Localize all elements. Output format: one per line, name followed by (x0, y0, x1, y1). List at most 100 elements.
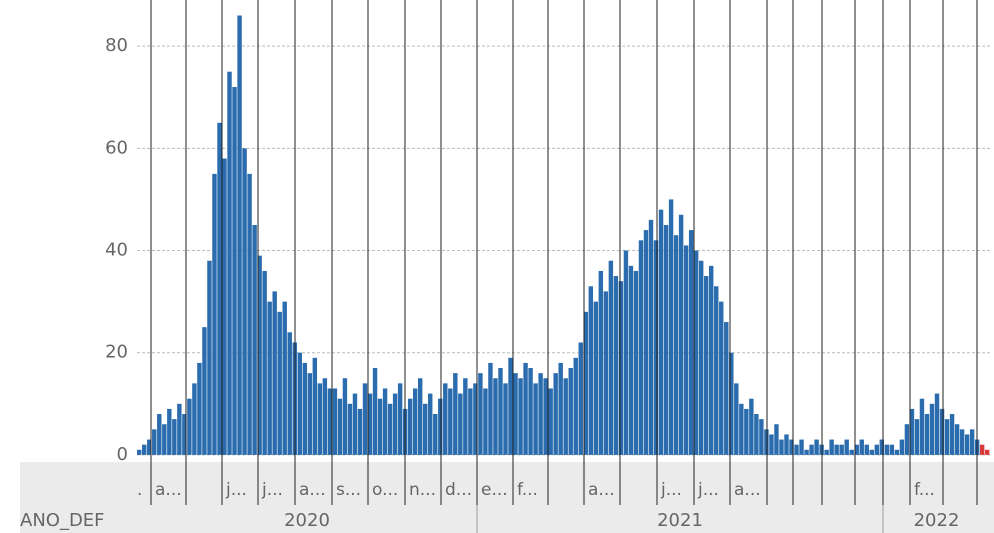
month-label: f... (517, 480, 538, 500)
bar (157, 414, 162, 455)
bar (252, 224, 257, 455)
bar (949, 414, 955, 455)
month-label: a... (588, 480, 615, 500)
axis-band (20, 462, 994, 533)
bar (443, 383, 448, 455)
bar (734, 383, 739, 455)
bar (934, 393, 940, 455)
bar (458, 393, 463, 455)
y-tick-label: 40 (105, 240, 128, 261)
bar (407, 398, 413, 455)
bar (638, 240, 644, 455)
bar (839, 444, 844, 455)
bar (498, 368, 503, 455)
bar (187, 398, 192, 455)
bar (247, 173, 252, 455)
bar (774, 424, 779, 455)
bar (794, 444, 799, 455)
bar (924, 414, 930, 455)
bar (874, 444, 880, 455)
bar (237, 15, 242, 455)
bar (387, 403, 393, 455)
bar (729, 352, 734, 455)
axis-title: ANO_DEF (20, 510, 105, 531)
bar (162, 424, 167, 455)
bar (583, 311, 588, 455)
bar (779, 439, 784, 455)
bar (342, 378, 348, 455)
bar (357, 408, 363, 455)
bar (528, 368, 533, 455)
bar (944, 419, 950, 455)
bar (789, 439, 794, 455)
bar (272, 291, 277, 455)
bar (914, 419, 920, 455)
bar (478, 373, 483, 455)
month-label: j... (261, 480, 283, 500)
bar (693, 250, 699, 455)
bar (703, 276, 709, 455)
bar (227, 71, 232, 455)
bar (483, 388, 488, 455)
bar (417, 378, 423, 455)
bar (412, 388, 418, 455)
bar (964, 434, 970, 455)
bar (643, 230, 649, 455)
bar (337, 398, 343, 455)
bar (608, 260, 614, 455)
bar (428, 393, 433, 455)
bar (698, 260, 704, 455)
bar (709, 265, 714, 455)
bar (724, 322, 729, 455)
bar (392, 393, 398, 455)
bar (899, 439, 905, 455)
bar (242, 148, 247, 455)
bar (493, 378, 498, 455)
bar (177, 403, 182, 455)
bar (754, 414, 759, 455)
bar (593, 301, 599, 455)
bar (904, 424, 910, 455)
bar (804, 449, 809, 455)
bar (367, 393, 373, 455)
bar (673, 235, 679, 455)
month-label: a... (155, 480, 182, 500)
bar (453, 373, 458, 455)
bar (322, 378, 328, 455)
bar (317, 383, 323, 455)
bar (347, 403, 353, 455)
bar (959, 429, 965, 455)
bar (688, 230, 694, 455)
bar (844, 439, 849, 455)
bar (212, 173, 217, 455)
bar (784, 434, 789, 455)
bar (147, 439, 152, 455)
bar (282, 301, 287, 455)
bar (423, 403, 428, 455)
bar (909, 408, 915, 455)
bar (658, 209, 664, 455)
bar (327, 388, 333, 455)
bar (182, 414, 187, 455)
bar (192, 383, 197, 455)
bar (558, 362, 563, 455)
bar (488, 362, 493, 455)
bar (468, 388, 473, 455)
bar (232, 87, 237, 455)
month-label: a... (734, 480, 761, 500)
bar (613, 276, 619, 455)
y-tick-label: 20 (105, 342, 128, 363)
bar (297, 352, 302, 455)
bar (137, 449, 142, 455)
bar (172, 419, 177, 455)
bar (919, 398, 925, 455)
bar (543, 378, 548, 455)
bar (553, 373, 558, 455)
bar (663, 224, 669, 455)
bar (503, 383, 508, 455)
bar (438, 398, 443, 455)
bar (929, 403, 935, 455)
bar (623, 250, 629, 455)
bar (769, 434, 774, 455)
bar (884, 444, 890, 455)
